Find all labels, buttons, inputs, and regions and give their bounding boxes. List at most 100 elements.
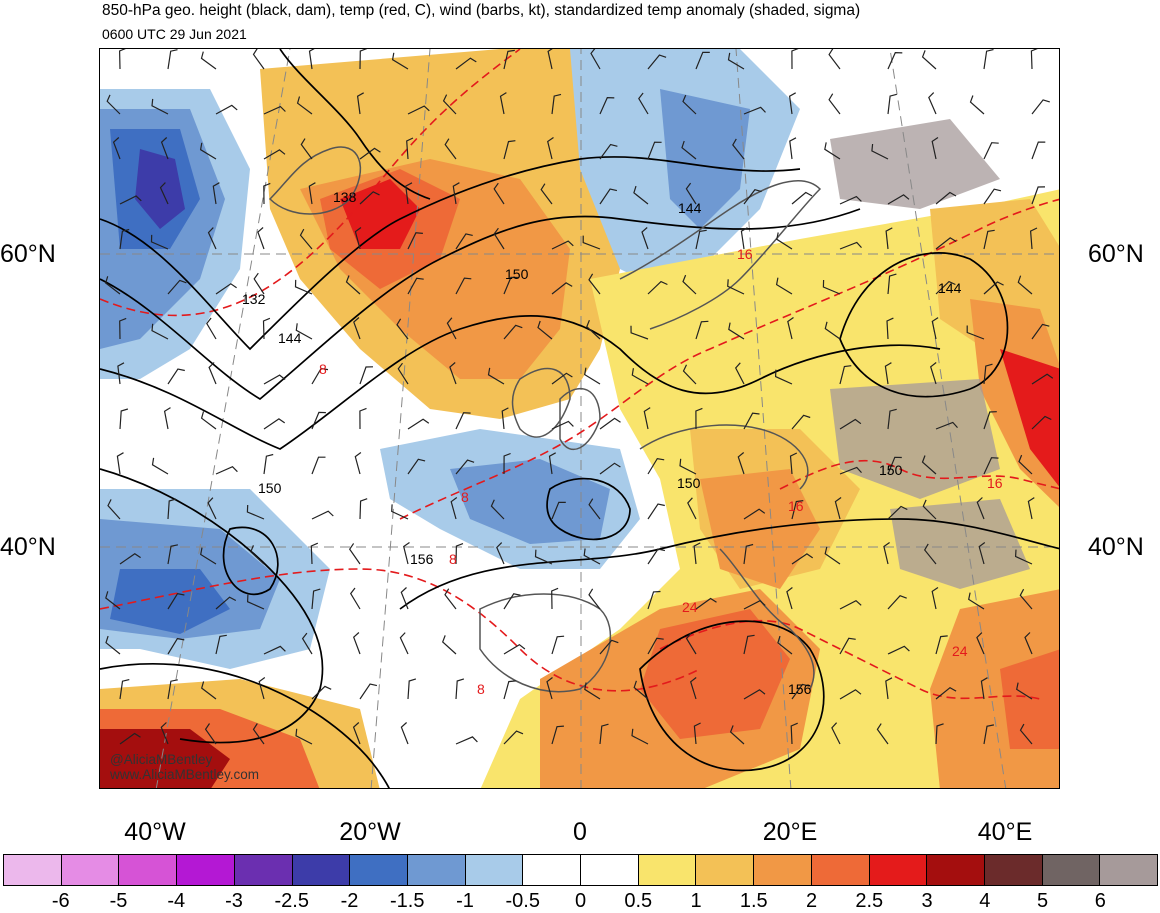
- wind-barb: [167, 49, 178, 70]
- wind-barbs: [105, 49, 1054, 745]
- wind-barb: [839, 689, 862, 700]
- wind-barb: [215, 465, 238, 475]
- colorbar-swatch: [523, 855, 582, 885]
- wind-barb: [791, 191, 813, 205]
- wind-barb: [923, 543, 937, 565]
- wind-barb: [119, 195, 142, 205]
- wind-barb: [349, 587, 361, 610]
- wind-barb: [599, 96, 615, 115]
- wind-barb: [263, 374, 286, 385]
- wind-barb: [1024, 632, 1033, 655]
- colorbar-swatch: [292, 855, 351, 885]
- wind-barb: [1031, 141, 1046, 160]
- wind-barb: [311, 411, 326, 430]
- wind-barb: [116, 452, 124, 475]
- wind-barb: [160, 722, 169, 745]
- wind-barb: [931, 137, 939, 160]
- wind-barb: [446, 317, 457, 340]
- wind-barb: [828, 49, 841, 70]
- wind-barb: [1016, 682, 1033, 700]
- colorbar-tick-label: 3: [921, 890, 933, 912]
- wind-barb: [647, 457, 665, 475]
- wind-barb: [599, 723, 609, 745]
- wind-barb: [503, 324, 523, 340]
- wind-barb: [839, 466, 862, 475]
- wind-barb: [540, 183, 553, 205]
- wind-barb: [151, 98, 169, 115]
- wind-barb: [551, 93, 562, 115]
- height-label: 150: [677, 475, 701, 491]
- wind-barb: [839, 195, 862, 205]
- wind-barb: [308, 49, 315, 70]
- wind-barb: [400, 722, 409, 745]
- wind-barb: [455, 543, 464, 565]
- wind-barb: [391, 504, 409, 520]
- wind-barb: [790, 722, 798, 745]
- colorbar-swatch: [177, 855, 235, 885]
- wind-barb: [983, 724, 995, 745]
- wind-barb: [588, 498, 601, 520]
- wind-barb: [407, 458, 426, 475]
- colorbar-swatch: [1042, 855, 1101, 885]
- wind-barb: [503, 49, 515, 70]
- wind-barb: [883, 542, 890, 565]
- wind-barb: [1031, 99, 1050, 115]
- wind-barb: [246, 594, 265, 610]
- wind-barb: [444, 138, 457, 160]
- wind-barb: [167, 498, 177, 520]
- wind-barb: [599, 417, 621, 430]
- wind-barb: [969, 95, 985, 115]
- wind-barb: [551, 282, 573, 295]
- colorbar-swatch: [1100, 855, 1158, 885]
- wind-barb: [791, 500, 804, 520]
- wind-barb: [1018, 454, 1033, 475]
- wind-barb: [499, 92, 507, 115]
- wind-barb: [1031, 186, 1046, 205]
- wind-barb: [588, 273, 601, 295]
- wind-barb: [503, 680, 516, 700]
- wind-barb: [791, 414, 811, 430]
- wind-barb: [887, 645, 910, 655]
- wind-barb: [983, 281, 1004, 295]
- wind-barb: [455, 678, 465, 700]
- wind-barb: [983, 457, 999, 475]
- colorbar-tick-label: -1: [456, 890, 474, 912]
- wind-barb: [590, 49, 601, 70]
- wind-barb: [685, 632, 697, 655]
- wind-barb: [441, 635, 457, 655]
- wind-barb: [928, 92, 937, 115]
- colorbar-swatch: [696, 855, 755, 885]
- wind-barb: [299, 228, 313, 250]
- coastlines: [268, 146, 822, 693]
- wind-barb: [455, 412, 471, 430]
- colorbar-tick-label: 0: [574, 890, 587, 912]
- wind-barb: [353, 317, 361, 340]
- wind-barb: [310, 542, 319, 565]
- wind-barb: [789, 452, 798, 475]
- wind-barb: [253, 272, 265, 295]
- wind-barb: [775, 277, 793, 295]
- wind-barb: [301, 632, 313, 655]
- wind-barb: [246, 504, 265, 520]
- wind-barb: [212, 182, 220, 205]
- wind-barb: [685, 182, 697, 205]
- wind-barb: [207, 497, 217, 520]
- colorbar-swatch: [927, 855, 985, 885]
- colorbar-swatch: [350, 855, 408, 885]
- wind-barb: [119, 228, 130, 250]
- wind-barb: [359, 498, 368, 520]
- wind-barb: [983, 229, 995, 250]
- wind-barb: [167, 544, 179, 565]
- wind-barb: [647, 280, 668, 295]
- wind-barb: [935, 723, 944, 745]
- map-panel: 138 132 144 150 144 144 150 150 150 156 …: [99, 48, 1060, 789]
- colorbar-swatch: [869, 855, 928, 885]
- wind-barb: [921, 455, 937, 475]
- wind-barb: [493, 227, 505, 250]
- wind-barb: [493, 182, 505, 205]
- wind-barb: [215, 634, 227, 655]
- wind-barb: [834, 497, 842, 520]
- wind-barb: [734, 362, 745, 385]
- wind-barb: [935, 280, 956, 295]
- wind-barb: [359, 147, 381, 160]
